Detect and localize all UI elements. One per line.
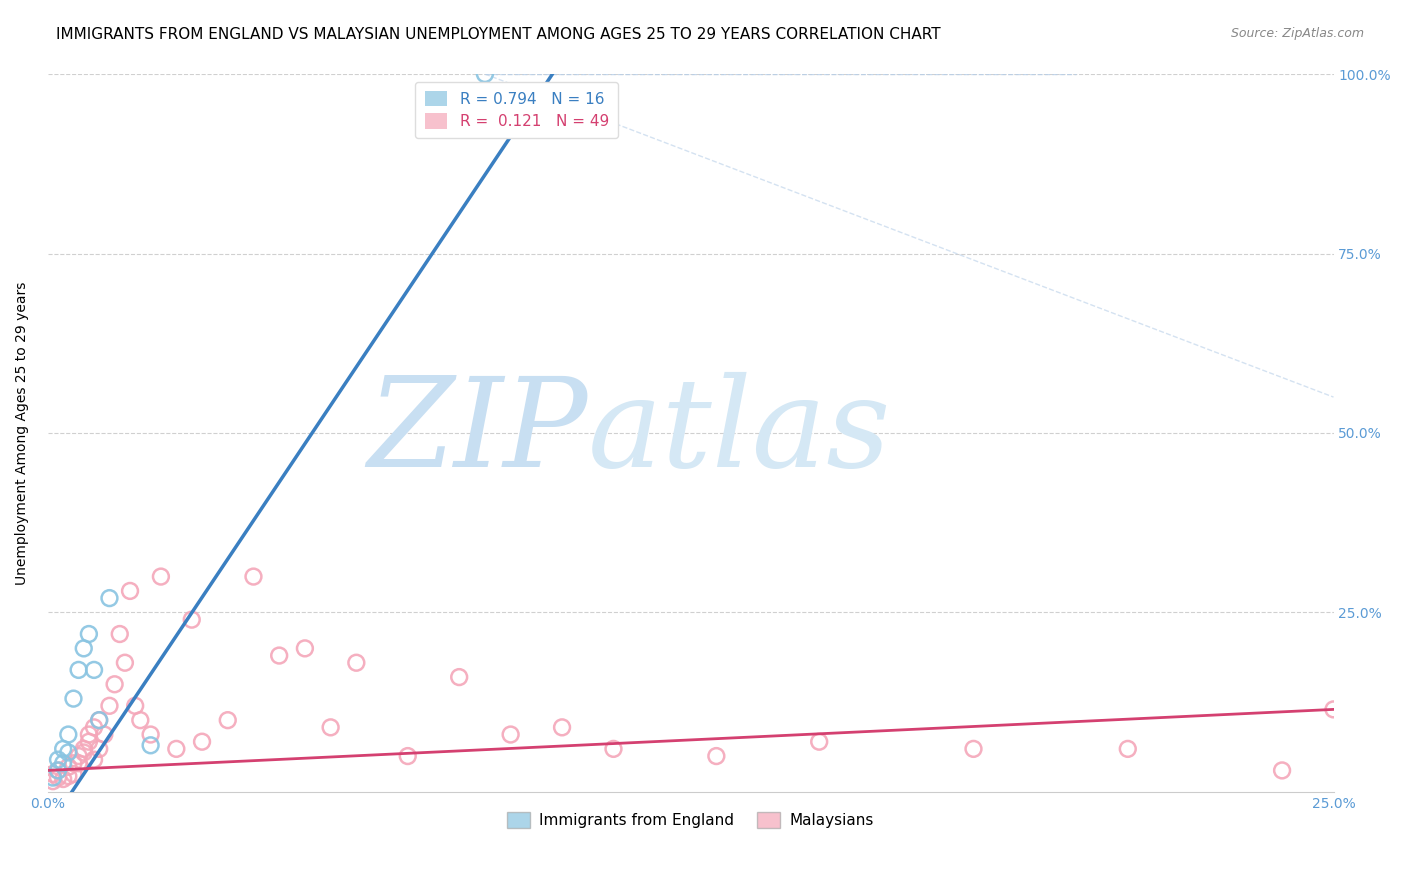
Point	[499, 727, 522, 741]
Point	[46, 764, 69, 778]
Point	[704, 749, 727, 764]
Point	[89, 742, 111, 756]
Point	[67, 663, 90, 677]
Point	[67, 756, 90, 771]
Point	[962, 742, 984, 756]
Point	[58, 727, 80, 741]
Point	[98, 591, 121, 606]
Point	[83, 663, 105, 677]
Legend: Immigrants from England, Malaysians: Immigrants from England, Malaysians	[502, 806, 880, 835]
Point	[52, 772, 75, 786]
Point	[139, 727, 162, 741]
Point	[808, 735, 831, 749]
Point	[58, 760, 80, 774]
Point	[46, 753, 69, 767]
Point	[269, 648, 291, 663]
Point	[165, 742, 187, 756]
Text: ZIP: ZIP	[367, 372, 588, 494]
Point	[217, 713, 239, 727]
Point	[104, 677, 127, 691]
Point	[108, 627, 131, 641]
Point	[46, 771, 69, 785]
Point	[149, 569, 172, 583]
Point	[77, 735, 100, 749]
Point	[89, 713, 111, 727]
Point	[118, 583, 141, 598]
Point	[396, 749, 419, 764]
Point	[1322, 702, 1344, 716]
Point	[139, 739, 162, 753]
Point	[77, 727, 100, 741]
Point	[551, 720, 574, 734]
Text: atlas: atlas	[588, 372, 891, 494]
Point	[93, 727, 115, 741]
Y-axis label: Unemployment Among Ages 25 to 29 years: Unemployment Among Ages 25 to 29 years	[15, 281, 30, 584]
Point	[73, 641, 96, 656]
Point	[89, 713, 111, 727]
Point	[73, 746, 96, 760]
Point	[602, 742, 624, 756]
Point	[52, 742, 75, 756]
Point	[58, 769, 80, 783]
Point	[42, 767, 65, 781]
Point	[294, 641, 316, 656]
Point	[42, 774, 65, 789]
Point	[67, 749, 90, 764]
Point	[83, 753, 105, 767]
Text: IMMIGRANTS FROM ENGLAND VS MALAYSIAN UNEMPLOYMENT AMONG AGES 25 TO 29 YEARS CORR: IMMIGRANTS FROM ENGLAND VS MALAYSIAN UNE…	[56, 27, 941, 42]
Point	[83, 720, 105, 734]
Point	[62, 691, 84, 706]
Point	[73, 742, 96, 756]
Point	[114, 656, 136, 670]
Point	[1116, 742, 1139, 756]
Point	[344, 656, 367, 670]
Point	[242, 569, 264, 583]
Point	[58, 746, 80, 760]
Point	[180, 613, 202, 627]
Point	[46, 764, 69, 778]
Point	[449, 670, 471, 684]
Point	[319, 720, 342, 734]
Point	[62, 767, 84, 781]
Point	[1271, 764, 1294, 778]
Point	[129, 713, 152, 727]
Point	[52, 756, 75, 771]
Point	[191, 735, 214, 749]
Text: Source: ZipAtlas.com: Source: ZipAtlas.com	[1230, 27, 1364, 40]
Point	[474, 67, 496, 81]
Point	[62, 756, 84, 771]
Point	[98, 698, 121, 713]
Point	[42, 771, 65, 785]
Point	[77, 627, 100, 641]
Point	[124, 698, 146, 713]
